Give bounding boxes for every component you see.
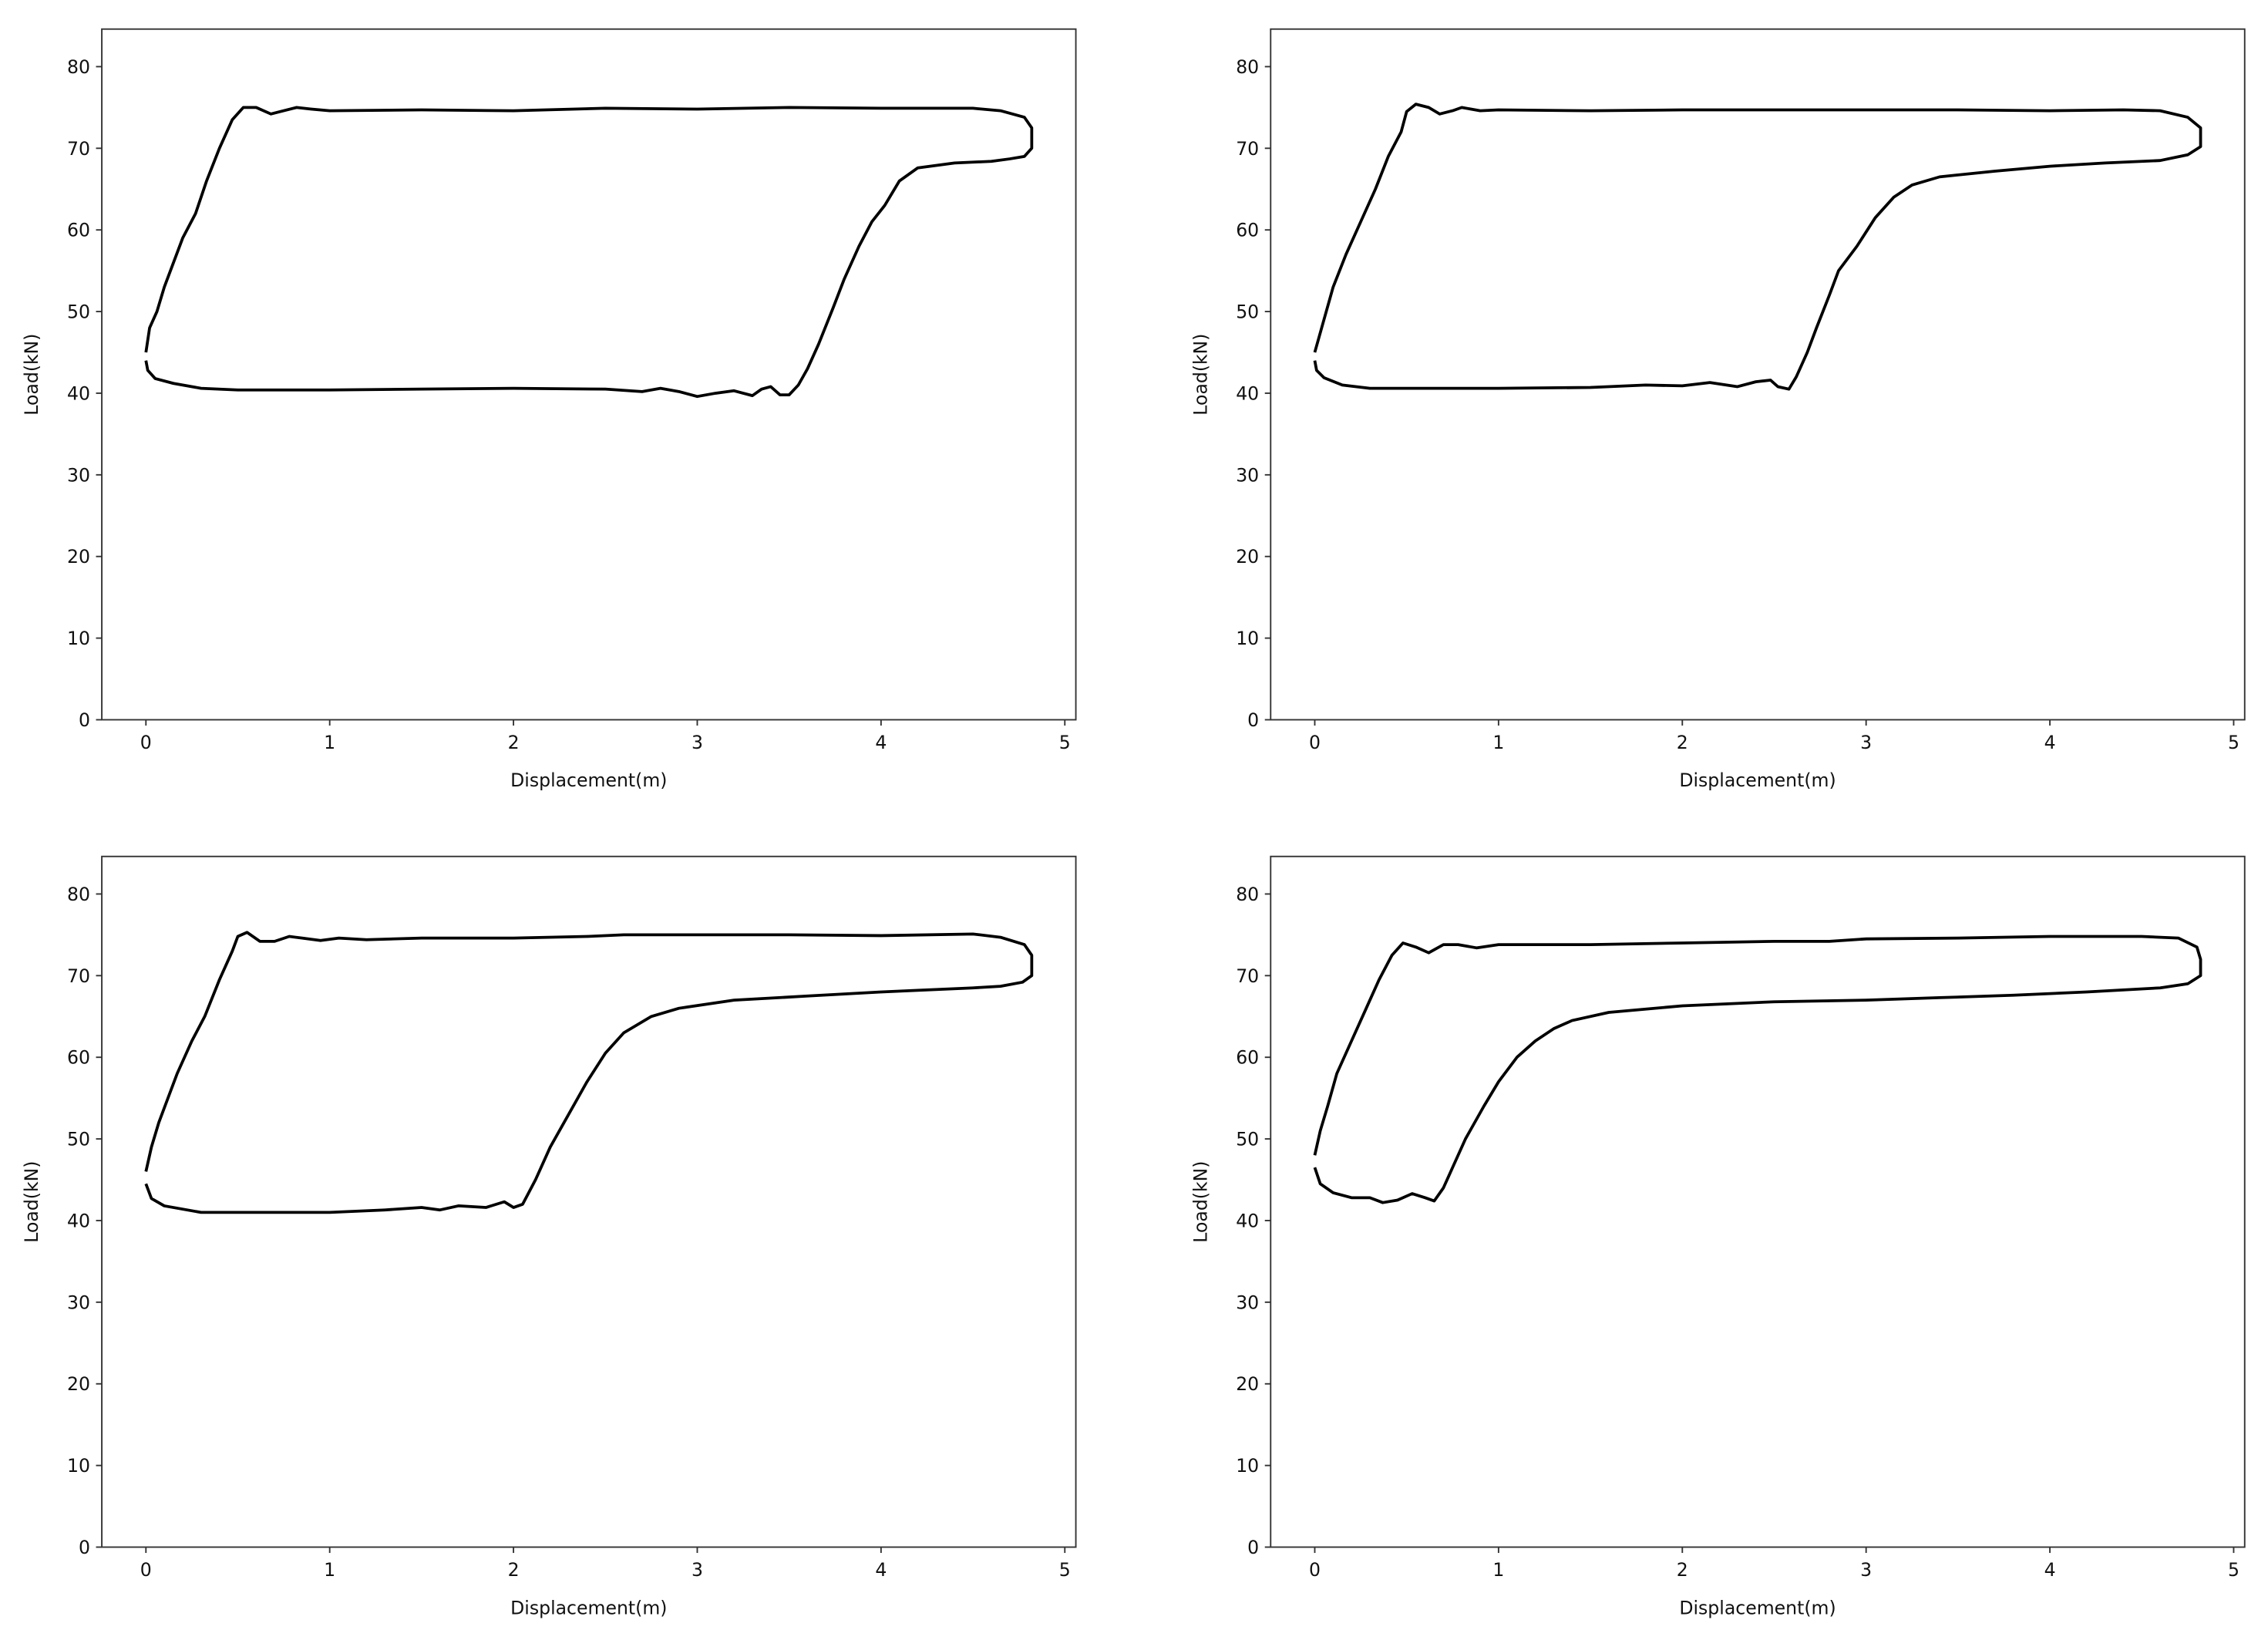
- y-tick-label: 10: [67, 628, 90, 649]
- y-tick-label: 50: [1236, 301, 1259, 323]
- y-tick-label: 30: [67, 464, 90, 486]
- x-tick-label: 5: [1059, 732, 1071, 753]
- y-tick-label: 80: [67, 884, 90, 905]
- y-tick-label: 20: [67, 546, 90, 567]
- y-tick-label: 10: [1236, 1455, 1259, 1477]
- y-tick-label: 0: [1247, 1537, 1259, 1558]
- x-tick-label: 1: [1492, 1559, 1504, 1581]
- y-axis-label: Load(kN): [1190, 1161, 1211, 1243]
- x-tick-label: 4: [875, 1559, 887, 1581]
- y-axis-label: Load(kN): [1190, 334, 1211, 416]
- y-tick-label: 70: [1236, 965, 1259, 987]
- x-axis-label: Displacement(m): [510, 1597, 667, 1618]
- y-tick-label: 20: [1236, 546, 1259, 567]
- y-tick-label: 20: [1236, 1373, 1259, 1395]
- y-tick-label: 60: [1236, 220, 1259, 241]
- y-tick-label: 40: [1236, 1210, 1259, 1231]
- y-tick-label: 0: [1247, 709, 1259, 731]
- y-tick-label: 50: [1236, 1129, 1259, 1150]
- y-tick-label: 30: [1236, 1292, 1259, 1313]
- x-tick-label: 0: [1309, 1559, 1321, 1581]
- plot-frame: [101, 855, 1077, 1548]
- x-tick-label: 4: [2044, 1559, 2056, 1581]
- x-tick-label: 0: [140, 1559, 152, 1581]
- x-tick-label: 3: [692, 732, 703, 753]
- y-tick-label: 60: [1236, 1047, 1259, 1069]
- y-tick-label: 40: [67, 1210, 90, 1231]
- y-tick-label: 0: [79, 1537, 90, 1558]
- x-tick-label: 3: [1860, 732, 1872, 753]
- x-tick-label: 5: [2228, 1559, 2239, 1581]
- plot-frame: [1270, 855, 2246, 1548]
- y-tick-label: 60: [67, 1047, 90, 1069]
- x-tick-label: 5: [2228, 732, 2239, 753]
- x-tick-label: 1: [324, 732, 335, 753]
- y-tick-label: 70: [67, 965, 90, 987]
- x-axis-label: Displacement(m): [1679, 770, 1836, 791]
- x-tick-label: 1: [324, 1559, 335, 1581]
- y-tick-label: 70: [67, 138, 90, 160]
- y-tick-label: 30: [67, 1292, 90, 1313]
- x-tick-label: 2: [508, 732, 520, 753]
- x-tick-label: 3: [1860, 1559, 1872, 1581]
- x-tick-label: 2: [1677, 1559, 1688, 1581]
- y-tick-label: 50: [67, 1129, 90, 1150]
- data-line: [1313, 103, 2202, 391]
- x-tick-label: 3: [692, 1559, 703, 1581]
- y-axis-label: Load(kN): [21, 1161, 42, 1243]
- plot-frame: [1270, 28, 2246, 721]
- y-tick-label: 20: [67, 1373, 90, 1395]
- y-tick-label: 80: [67, 56, 90, 78]
- y-tick-label: 10: [67, 1455, 90, 1477]
- y-tick-label: 40: [67, 382, 90, 404]
- y-tick-label: 30: [1236, 464, 1259, 486]
- y-tick-label: 10: [1236, 628, 1259, 649]
- y-tick-label: 70: [1236, 138, 1259, 160]
- x-axis-label: Displacement(m): [510, 770, 667, 791]
- x-axis-label: Displacement(m): [1679, 1597, 1836, 1618]
- data-line: [144, 931, 1034, 1214]
- x-tick-label: 2: [508, 1559, 520, 1581]
- x-tick-label: 0: [140, 732, 152, 753]
- y-tick-label: 50: [67, 301, 90, 323]
- data-line: [1313, 935, 2202, 1204]
- y-axis-label: Load(kN): [21, 334, 42, 416]
- data-line: [144, 106, 1034, 399]
- x-tick-label: 4: [2044, 732, 2056, 753]
- y-tick-label: 80: [1236, 884, 1259, 905]
- y-tick-label: 40: [1236, 382, 1259, 404]
- x-tick-label: 0: [1309, 732, 1321, 753]
- y-tick-label: 0: [79, 709, 90, 731]
- y-tick-label: 80: [1236, 56, 1259, 78]
- x-tick-label: 2: [1677, 732, 1688, 753]
- x-tick-label: 4: [875, 732, 887, 753]
- plot-frame: [101, 28, 1077, 721]
- x-tick-label: 5: [1059, 1559, 1071, 1581]
- y-tick-label: 60: [67, 220, 90, 241]
- x-tick-label: 1: [1492, 732, 1504, 753]
